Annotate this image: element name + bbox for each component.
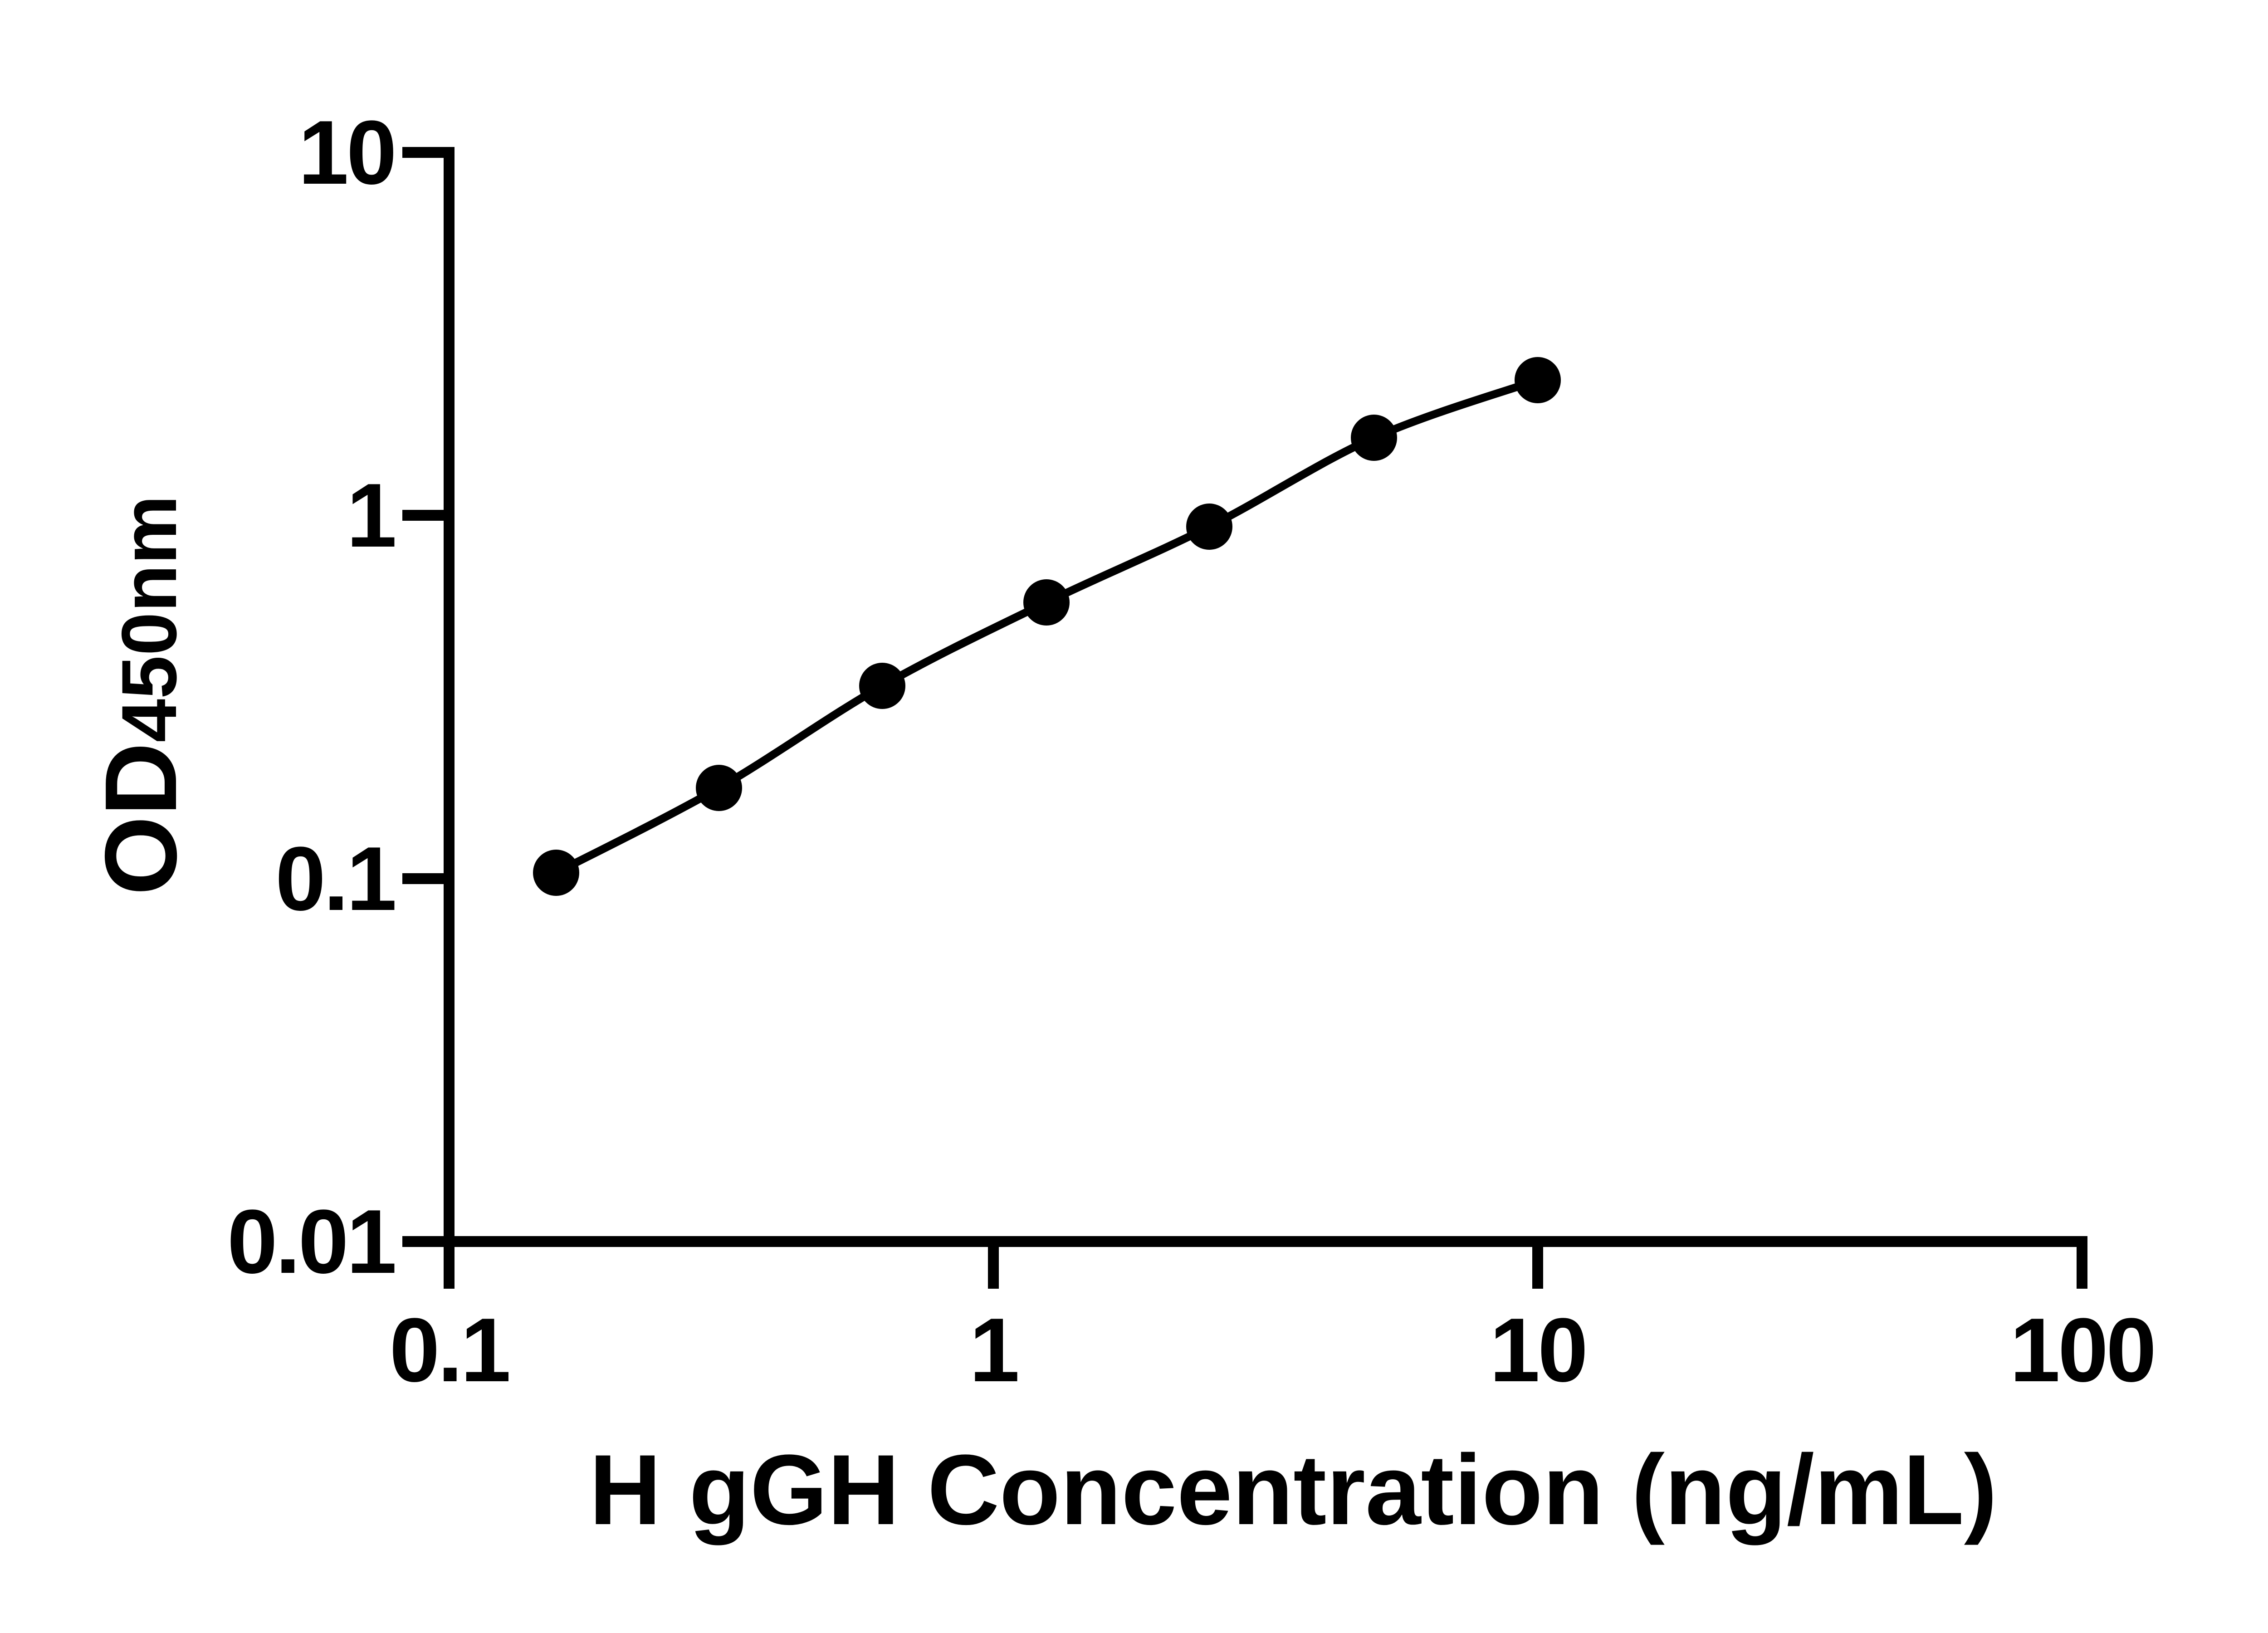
svg-text:H gGH Concentration (ng/mL): H gGH Concentration (ng/mL): [589, 1434, 1997, 1545]
svg-text:10: 10: [1490, 1300, 1586, 1401]
svg-text:0.01: 0.01: [227, 1191, 395, 1292]
svg-text:1: 1: [347, 465, 395, 566]
svg-text:1: 1: [969, 1300, 1017, 1401]
svg-text:OD450nm: OD450nm: [83, 495, 198, 895]
svg-text:10: 10: [298, 102, 395, 203]
svg-text:100: 100: [2010, 1300, 2155, 1401]
svg-text:0.1: 0.1: [389, 1300, 508, 1401]
svg-text:0.1: 0.1: [275, 828, 395, 929]
